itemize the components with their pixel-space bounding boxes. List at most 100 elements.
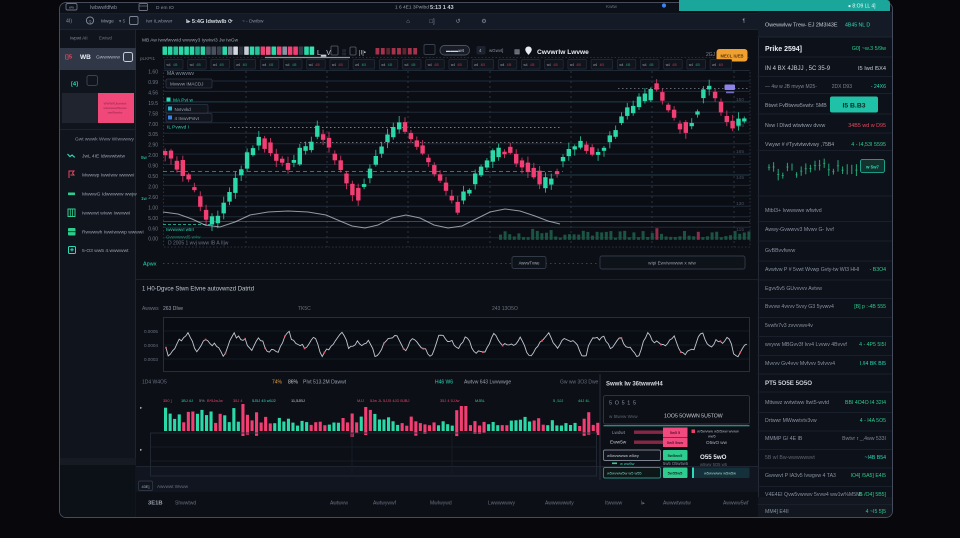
svg-text:w4: w4 [666, 63, 670, 67]
svg-text:Iwbwwfdfwb: Iwbwwfdfwb [90, 5, 117, 11]
svg-text:CwvwгIw Lwvwe: CwvwгIw Lwvwe [537, 49, 589, 56]
svg-text:I5 /O4] 5B5]: I5 /O4] 5B5] [858, 492, 886, 498]
svg-text:Prike 2594]: Prike 2594] [765, 46, 802, 53]
svg-text:1.00: 1.00 [148, 205, 158, 211]
svg-text:145: 145 [736, 175, 744, 181]
svg-text:I5 Iwd I5X4: I5 Iwd I5X4 [858, 66, 886, 72]
svg-text:35J 4 5JJw: 35J 4 5JJw [440, 398, 460, 403]
svg-text:4I5: 4I5 [576, 63, 581, 67]
svg-text:4I5: 4I5 [338, 63, 343, 67]
svg-text:Rwwwwh IwwIwwwp wwwwI: Rwwwwh IwwIwwwp wwwwI [82, 230, 144, 236]
svg-text:5-O3 ww5 4.wwwwwt: 5-O3 ww5 4.wwwwwt [82, 248, 129, 254]
svg-text:pLKPI1: pLKPI1 [140, 56, 156, 61]
svg-text:5B wI Bw-wwwwwwvt: 5B wI Bw-wwwwwwvt [765, 455, 815, 461]
svg-text:4I5: 4I5 [672, 63, 677, 67]
svg-text:5%: 5% [199, 398, 205, 403]
svg-text:w5wvww5w w5 w55: w5wvww5w w5 w55 [607, 471, 642, 476]
svg-text:0.0005: 0.0005 [144, 329, 158, 334]
svg-text:MECL IUEB: MECL IUEB [721, 54, 744, 59]
svg-text:4I5: 4I5 [719, 63, 724, 67]
svg-text:5J5J 45 w5J2: 5J5J 45 w5J2 [252, 398, 276, 403]
svg-text:▾ 5: ▾ 5 [119, 19, 126, 24]
svg-text:~ - Dwtbw: ~ - Dwtbw [242, 19, 264, 25]
svg-text:IL Pvwvd I: IL Pvwvd I [167, 125, 189, 131]
svg-text:w4: w4 [689, 63, 693, 67]
svg-text:PIvt 513.2M Dawwt: PIvt 513.2M Dawwt [303, 380, 347, 386]
svg-text:0.60: 0.60 [148, 226, 158, 232]
svg-text:Q: Q [89, 20, 92, 24]
svg-text:4I): 4I) [66, 19, 72, 25]
svg-text:w4: w4 [190, 63, 194, 67]
svg-text:Drtwwr MWwwtvtv3vw: Drtwwr MWwwtvtv3vw [765, 418, 817, 424]
svg-text:MM4] E4II: MM4] E4II [765, 509, 789, 515]
svg-text:1D4 W4O5: 1D4 W4O5 [142, 380, 167, 386]
svg-text:0.50: 0.50 [148, 174, 158, 180]
svg-text:w 5w7: w 5w7 [865, 165, 879, 170]
svg-text:▬▬▬w4: ▬▬▬w4 [446, 48, 465, 53]
svg-text:Mvwvw IMACDJ: Mvwvw IMACDJ [170, 82, 203, 87]
svg-text:ww5: ww5 [708, 435, 716, 439]
svg-text:5w55w5: 5w55w5 [668, 471, 684, 476]
svg-text:2.00: 2.00 [148, 184, 158, 190]
svg-text:w4: w4 [474, 63, 478, 67]
svg-text:4I5: 4I5 [649, 63, 654, 67]
svg-text:4 ~I5 5]5: 4 ~I5 5]5 [866, 509, 886, 515]
svg-text:Bvvvw 4vvvv 5vvy G3 5yvwv4: Bvvvw 4vvvv 5vvy G3 5yvwv4 [765, 304, 834, 310]
svg-text:▸: ▸ [140, 447, 143, 452]
svg-text:MJBL: MJBL [475, 398, 486, 403]
svg-text:MwwwG Idwwwww wwjw: MwwwG Idwwwww wwjw [82, 192, 137, 198]
svg-text:MwIwywd: MwIwywd [430, 501, 452, 507]
svg-text:Btwvt FvBtwvw5vwtv: 5MB: Btwvt FvBtwvw5vwtv: 5MB [765, 103, 827, 109]
svg-text:1OO5 5OWWN 5U5TOW: 1OO5 5OWWN 5U5TOW [664, 414, 723, 420]
svg-text:4I5: 4I5 [292, 63, 297, 67]
svg-text:1w: 1w [141, 196, 148, 201]
svg-text:Awtvw 643 Lwvwwge: Awtvw 643 Lwvwwge [464, 380, 511, 386]
svg-text:L▂V: L▂V [317, 50, 331, 57]
svg-text:Iwr ILwbwwr: Iwr ILwbwwr [146, 19, 173, 25]
svg-text:¶: ¶ [743, 19, 746, 25]
svg-text:Lwwwwwwy: Lwwwwwwy [488, 501, 515, 507]
svg-text:w4: w4 [332, 63, 336, 67]
svg-text:w4: w4 [309, 63, 313, 67]
svg-text:w4: w4 [619, 63, 623, 67]
svg-text:5w5 O5w5w5: 5w5 O5w5w5 [663, 461, 689, 466]
svg-text:Itwwww: Itwwww [605, 501, 623, 507]
svg-text:Awtwvw: Awtwvw [330, 501, 348, 507]
svg-text:4 - I4A 5O5: 4 - I4A 5O5 [860, 418, 886, 424]
svg-text:O55 5wO: O55 5wO [700, 454, 727, 461]
svg-text:Owewwlvw Trew- EJ 2M3I43E: Owewwlvw Trew- EJ 2M3I43E [765, 23, 838, 29]
svg-text:4I5: 4I5 [553, 63, 558, 67]
svg-text:w ww5w: w ww5w [620, 461, 635, 466]
svg-text:4I5: 4I5 [315, 63, 320, 67]
svg-text:Gwwwwvw: Gwwwwvw [96, 55, 120, 61]
svg-text:NvIvvkd: NvIvvkd [175, 107, 192, 112]
svg-text:2DX D93: 2DX D93 [832, 84, 853, 90]
svg-text:Gvwvwwvd5 w4w: Gvwvwwvd5 w4w [166, 235, 201, 240]
svg-text:4I5: 4I5 [457, 63, 462, 67]
svg-text:0.0003: 0.0003 [144, 357, 158, 362]
svg-text:V4E4EI Qvw5vwvwv 5vvw4 ww1w%M: V4E4EI Qvw5vwvwv 5vvw4 ww1w%M5MI [765, 492, 862, 498]
svg-text:Awwws: Awwws [142, 306, 159, 312]
svg-text:4 - I4,53I 5595: 4 - I4,53I 5595 [851, 142, 886, 148]
svg-text:▸: ▸ [140, 405, 143, 410]
svg-text:4I5: 4I5 [626, 63, 631, 67]
svg-text:MJJ: MJJ [357, 398, 364, 403]
svg-text:⌂: ⌂ [406, 19, 410, 25]
svg-text:w4: w4 [381, 63, 385, 67]
svg-text:Kwtw: Kwtw [606, 4, 618, 9]
svg-text:Awvwwt Wvww: Awvwwt Wvww [157, 484, 189, 489]
svg-text:D em IO: D em IO [156, 5, 174, 11]
svg-text:4I5: 4I5 [481, 63, 486, 67]
svg-text:Awwwwwwty: Awwwwwwty [545, 501, 574, 507]
svg-text:43E]: 43E] [141, 484, 149, 489]
svg-text:BBI 4O4O I4 32I4: BBI 4O4O I4 32I4 [845, 400, 886, 406]
svg-text:4I5: 4I5 [243, 63, 248, 67]
svg-text:D 2005 1 wvj www IB A IIjw: D 2005 1 wvj www IB A IIjw [168, 241, 229, 247]
svg-text:ww: ww [69, 6, 74, 10]
svg-text:▦: ▦ [514, 49, 520, 56]
svg-text:w5wvwwww w5wy: w5wvwwww w5wy [607, 453, 639, 458]
svg-text:↺: ↺ [455, 18, 460, 25]
svg-text:PT5 5O5E 5O5O: PT5 5O5E 5O5O [765, 380, 812, 387]
svg-text:□]: □] [429, 19, 435, 25]
svg-text:350 ]: 350 ] [163, 398, 172, 403]
